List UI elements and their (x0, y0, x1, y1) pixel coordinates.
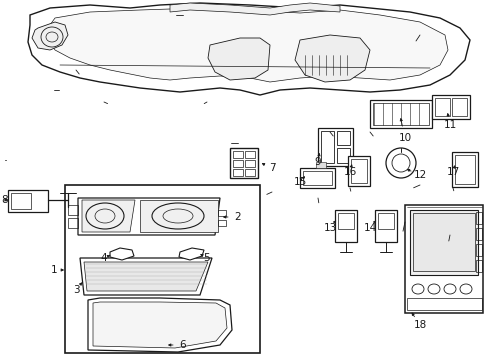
Text: 15: 15 (293, 177, 306, 187)
Bar (232, 160, 243, 167)
Polygon shape (170, 3, 339, 15)
Bar (218, 220, 225, 226)
Text: 8: 8 (1, 195, 8, 205)
Bar (372, 103, 428, 125)
Bar (336, 131, 349, 145)
Text: 3: 3 (73, 285, 79, 295)
Text: 12: 12 (412, 170, 426, 180)
Bar (454, 155, 474, 184)
Bar (218, 210, 225, 216)
Bar (475, 244, 481, 256)
Bar (229, 148, 258, 178)
Text: 5: 5 (203, 253, 210, 263)
Bar (337, 213, 353, 229)
Text: 7: 7 (268, 163, 275, 173)
Text: 1: 1 (51, 265, 57, 275)
Text: 10: 10 (398, 133, 411, 143)
Bar (475, 212, 481, 224)
Bar (320, 131, 333, 163)
Bar (350, 159, 366, 183)
Bar (409, 210, 477, 275)
Bar (451, 98, 466, 116)
Bar (412, 213, 474, 271)
Bar (303, 171, 331, 185)
Text: 6: 6 (179, 340, 186, 350)
Bar (232, 151, 243, 158)
Polygon shape (78, 198, 220, 235)
Bar (404, 205, 482, 313)
Bar (244, 169, 254, 176)
Polygon shape (207, 38, 269, 80)
Bar (65, 185, 260, 353)
Polygon shape (48, 8, 447, 82)
Bar (68, 218, 78, 228)
Bar (317, 128, 352, 166)
Bar (336, 148, 349, 163)
Bar (374, 210, 396, 242)
Bar (434, 98, 449, 116)
Bar (369, 100, 431, 128)
Text: 14: 14 (363, 223, 376, 233)
Bar (451, 152, 477, 187)
Polygon shape (294, 35, 369, 82)
Text: 16: 16 (343, 167, 356, 177)
Polygon shape (84, 262, 207, 291)
Bar (11, 193, 31, 209)
Text: 11: 11 (443, 120, 456, 130)
Bar (315, 162, 325, 168)
Bar (299, 168, 334, 188)
Polygon shape (93, 302, 226, 348)
Bar (347, 156, 369, 186)
Text: 2: 2 (234, 212, 241, 222)
Bar (431, 95, 469, 119)
Polygon shape (88, 298, 231, 352)
Bar (232, 169, 243, 176)
Polygon shape (28, 3, 469, 95)
Text: 4: 4 (101, 253, 107, 263)
Bar (334, 210, 356, 242)
Bar (377, 213, 393, 229)
Polygon shape (32, 22, 68, 50)
Bar (244, 160, 254, 167)
Bar (475, 228, 481, 240)
Polygon shape (140, 200, 218, 232)
Text: 17: 17 (446, 167, 459, 177)
Polygon shape (80, 258, 212, 295)
Bar (475, 260, 481, 272)
Bar (406, 298, 481, 310)
Text: 18: 18 (412, 320, 426, 330)
Bar (244, 151, 254, 158)
Bar (8, 190, 48, 212)
Text: 13: 13 (323, 223, 336, 233)
Bar (68, 205, 78, 215)
Polygon shape (179, 248, 203, 260)
Polygon shape (82, 200, 135, 232)
Polygon shape (110, 248, 134, 260)
Text: 9: 9 (314, 157, 321, 167)
